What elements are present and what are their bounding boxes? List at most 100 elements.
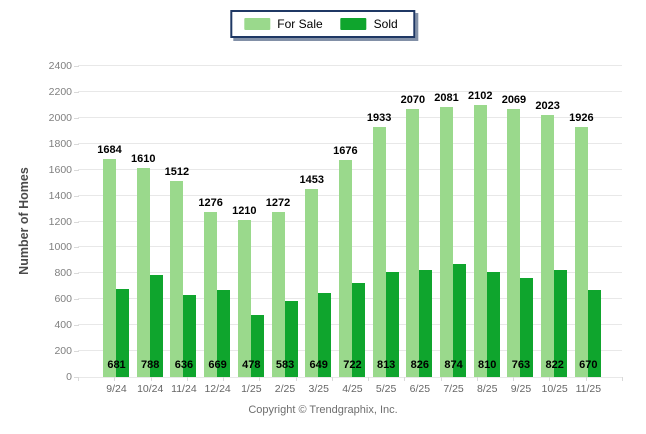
bar-group-10-25: 2023 822 10/25 bbox=[535, 66, 568, 395]
for-sale-value-label: 1276 bbox=[198, 196, 223, 209]
sold-bar bbox=[554, 270, 568, 377]
x-axis-tick-label: 10/25 bbox=[541, 383, 568, 395]
bar-group-2-25: 1272 583 2/25 bbox=[266, 66, 299, 395]
sold-value-label: 670 bbox=[579, 359, 598, 371]
y-axis-tick-label: 2400 bbox=[48, 60, 72, 72]
bar-group-11-24: 1512 636 11/24 bbox=[165, 66, 197, 395]
legend-item-for-sale: For Sale bbox=[244, 17, 323, 31]
y-axis-tick-label: 800 bbox=[54, 267, 72, 280]
legend-swatch-sold bbox=[340, 18, 367, 30]
x-axis-tick-label: 8/25 bbox=[477, 383, 498, 395]
sold-bar bbox=[453, 263, 467, 377]
y-axis-tick bbox=[74, 143, 79, 145]
for-sale-value-label: 1453 bbox=[299, 173, 324, 186]
sold-value-label: 810 bbox=[478, 359, 497, 371]
for-sale-bar bbox=[574, 127, 588, 377]
for-sale-bar bbox=[103, 158, 116, 377]
sold-value-label: 813 bbox=[376, 359, 396, 371]
y-axis-tick-label: 2000 bbox=[48, 111, 72, 124]
y-axis-tick bbox=[74, 221, 79, 223]
sold-bar bbox=[217, 290, 231, 377]
for-sale-bar bbox=[372, 126, 386, 377]
bar-group-9-25: 2069 763 9/25 bbox=[502, 66, 534, 395]
sold-bar bbox=[149, 274, 163, 377]
bar-series: 1684 681 9/24 1610 788 10/24 1512 636 11/24 1276 6… bbox=[78, 66, 622, 395]
for-sale-bar bbox=[305, 188, 319, 377]
y-axis-tick-label: 0 bbox=[66, 371, 72, 383]
legend-label: Sold bbox=[373, 17, 398, 31]
x-axis-tick bbox=[585, 377, 587, 381]
bar-group-3-25: 1453 649 3/25 bbox=[299, 66, 332, 395]
legend: For Sale Sold bbox=[230, 10, 416, 38]
gridline bbox=[78, 65, 622, 66]
gridline bbox=[78, 116, 622, 118]
bar-group-5-25: 1933 813 5/25 bbox=[367, 66, 400, 395]
x-axis-tick-label: 9/25 bbox=[510, 383, 532, 395]
sold-bar bbox=[385, 271, 399, 377]
x-axis-tick-label: 11/25 bbox=[575, 383, 602, 395]
sold-value-label: 822 bbox=[545, 359, 564, 371]
x-axis-tick bbox=[404, 377, 406, 381]
y-axis-tick-label: 1200 bbox=[48, 215, 72, 228]
x-axis-tick bbox=[622, 377, 623, 381]
gridline bbox=[78, 142, 622, 144]
x-axis-tick bbox=[223, 377, 225, 381]
x-axis-tick bbox=[150, 377, 152, 381]
sold-bar bbox=[116, 288, 129, 377]
legend-label: For Sale bbox=[277, 17, 323, 31]
x-axis-tick-label: 1/25 bbox=[241, 383, 262, 395]
sold-value-label: 874 bbox=[444, 359, 463, 371]
for-sale-value-label: 1684 bbox=[97, 143, 122, 156]
x-axis-tick-label: 11/24 bbox=[171, 383, 197, 395]
for-sale-value-label: 2070 bbox=[400, 93, 426, 106]
x-axis-tick-label: 6/25 bbox=[409, 383, 431, 395]
for-sale-bar bbox=[406, 108, 420, 377]
sold-bar bbox=[486, 272, 500, 377]
for-sale-value-label: 2081 bbox=[434, 92, 459, 105]
sold-bar bbox=[284, 301, 298, 377]
x-axis-tick-label: 7/25 bbox=[443, 383, 464, 395]
x-axis-tick bbox=[513, 377, 515, 381]
x-axis-tick-label: 12/24 bbox=[204, 383, 231, 395]
sold-value-label: 763 bbox=[511, 359, 531, 371]
for-sale-bar bbox=[136, 168, 150, 377]
y-axis-tick bbox=[74, 273, 79, 275]
y-axis-tick bbox=[74, 169, 79, 171]
x-axis-tick-label: 10/24 bbox=[137, 383, 164, 395]
sold-bar bbox=[520, 278, 534, 377]
y-axis-tick bbox=[74, 66, 79, 67]
for-sale-value-label: 1210 bbox=[232, 205, 257, 218]
for-sale-value-label: 2069 bbox=[501, 93, 527, 106]
x-axis-tick bbox=[368, 377, 370, 381]
bar-group-12-24: 1276 669 12/24 bbox=[198, 66, 231, 395]
sold-value-label: 669 bbox=[208, 359, 227, 371]
bar-group-9-24: 1684 681 9/24 bbox=[97, 66, 130, 395]
x-axis-tick bbox=[186, 377, 188, 381]
x-axis-tick bbox=[78, 377, 79, 381]
bar-group-7-25: 2081 874 7/25 bbox=[434, 66, 467, 395]
y-axis-tick-label: 600 bbox=[54, 293, 72, 306]
gridline bbox=[78, 377, 622, 378]
y-axis-tick bbox=[74, 247, 79, 249]
bar-chart: Number of Homes 0 200 400 600 800 1000 1200 140… bbox=[0, 60, 646, 395]
sold-value-label: 636 bbox=[174, 359, 194, 371]
y-axis-tick bbox=[74, 117, 79, 119]
bar-group-6-25: 2070 826 6/25 bbox=[401, 66, 433, 395]
for-sale-value-label: 2023 bbox=[535, 99, 560, 112]
bar-group-8-25: 2102 810 8/25 bbox=[468, 66, 501, 395]
y-axis-tick bbox=[74, 195, 79, 197]
bar-group-4-25: 1676 722 4/25 bbox=[333, 66, 366, 395]
x-axis-tick-label: 9/24 bbox=[106, 383, 127, 395]
for-sale-value-label: 1926 bbox=[569, 112, 594, 125]
sold-value-label: 722 bbox=[343, 359, 362, 371]
x-axis-tick-label: 4/25 bbox=[342, 383, 363, 395]
y-axis-tick-label: 1800 bbox=[48, 137, 72, 150]
y-axis-tick bbox=[74, 377, 79, 378]
y-axis-tick bbox=[74, 91, 79, 93]
for-sale-value-label: 1512 bbox=[164, 166, 190, 179]
sold-value-label: 788 bbox=[141, 359, 160, 371]
sold-value-label: 583 bbox=[275, 359, 295, 371]
y-axis-tick-label: 1600 bbox=[48, 163, 72, 176]
for-sale-bar bbox=[237, 220, 251, 377]
for-sale-bar bbox=[338, 159, 352, 377]
